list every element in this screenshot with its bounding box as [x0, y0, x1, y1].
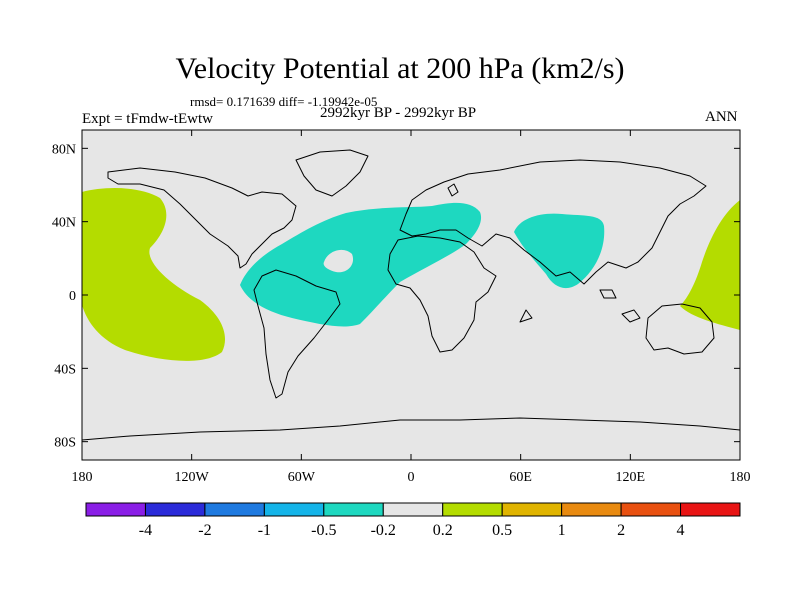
lon-tick-label: 180	[72, 470, 93, 485]
season-label: ANN	[705, 109, 738, 125]
coastline-greenland	[295, 149, 369, 197]
lon-tick-label: 120E	[616, 470, 646, 485]
colorbar-swatch	[561, 502, 622, 517]
negative-anomaly-atlantic-south-america	[240, 202, 482, 327]
colorbar-swatch	[85, 502, 146, 517]
colorbar-label: -0.5	[311, 522, 336, 539]
positive-anomaly-west-pacific	[680, 200, 740, 330]
lon-tick-label: 120W	[175, 470, 210, 485]
colorbar: -4 -2 -1 -0.5 -0.2 0.2 0.5 1 2 4	[85, 502, 741, 539]
colorbar-label: -4	[139, 522, 152, 539]
positive-anomaly-central-pacific	[82, 188, 226, 361]
colorbar-swatch	[620, 502, 682, 517]
colorbar-label: -0.2	[371, 522, 396, 539]
coastline-eurasia	[399, 159, 707, 285]
latitude-axis: 80N 40N 0 40S 80S	[52, 142, 740, 451]
colorbar-label: 2	[617, 522, 625, 539]
lon-tick-label: 0	[408, 470, 415, 485]
colorbar-label: 1	[558, 522, 566, 539]
coastline-africa	[387, 235, 497, 353]
lon-tick-label: 180	[730, 470, 751, 485]
colorbar-swatch	[323, 502, 384, 517]
coastline-australia	[645, 303, 715, 355]
plot-title: Velocity Potential at 200 hPa (km2/s)	[175, 52, 625, 85]
colorbar-swatch	[144, 502, 206, 517]
period-label: 2992kyr BP - 2992kyr BP	[320, 105, 477, 121]
colorbar-swatch	[263, 502, 325, 517]
lat-tick-label: 80N	[52, 142, 76, 157]
stats-line: rmsd= 0.171639 diff= -1.19942e-05	[190, 94, 378, 109]
lat-tick-label: 40N	[52, 216, 76, 231]
colorbar-swatch	[442, 502, 503, 517]
colorbar-label: -2	[198, 522, 211, 539]
coastline-antarctica	[82, 417, 740, 441]
colorbar-label: 0.2	[433, 522, 453, 539]
coastline-islands	[447, 183, 641, 323]
colorbar-label: 0.5	[492, 522, 512, 539]
lon-tick-label: 60E	[509, 470, 532, 485]
map-background	[82, 130, 740, 460]
colorbar-swatch	[382, 502, 444, 517]
experiment-label: Expt = tFmdw-tEwtw	[82, 111, 213, 127]
colorbar-label: 4	[677, 522, 685, 539]
lat-tick-label: 0	[69, 289, 76, 304]
colorbar-swatch	[680, 502, 741, 517]
colorbar-swatch	[501, 502, 563, 517]
coastline-north-america	[107, 167, 297, 269]
lat-tick-label: 40S	[54, 362, 76, 377]
lon-tick-label: 60W	[288, 470, 316, 485]
lat-tick-label: 80S	[54, 436, 76, 451]
longitude-axis: 180 120W 60W 0 60E 120E 180	[72, 130, 751, 485]
colorbar-label: -1	[258, 522, 271, 539]
coastlines	[82, 149, 740, 441]
coastline-south-america	[253, 269, 341, 399]
colorbar-swatch	[204, 502, 265, 517]
negative-anomaly-south-asia	[514, 213, 605, 289]
